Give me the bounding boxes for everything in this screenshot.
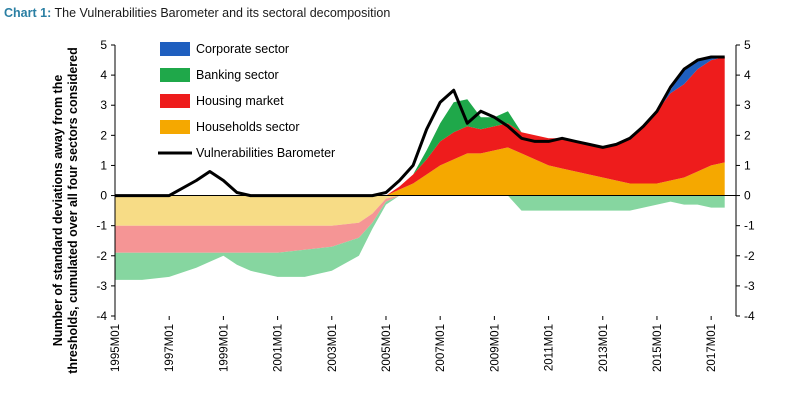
legend-label-corporate-sector: Corporate sector — [196, 42, 289, 56]
y-tick-label-right: 0 — [744, 189, 751, 203]
y-tick-label-left: 5 — [100, 38, 107, 52]
y-tick-label-left: -3 — [96, 279, 107, 293]
y-tick-label-left: -1 — [96, 219, 107, 233]
y-tick-label-right: -2 — [744, 249, 755, 263]
y-tick-label-left: 0 — [100, 189, 107, 203]
x-tick-label: 2013M01 — [598, 324, 610, 372]
y-axis-label-line: Number of standard deviations away from … — [51, 75, 65, 347]
chart-title-text: The Vulnerabilities Barometer and its se… — [54, 6, 391, 20]
legend-swatch-corporate-sector — [160, 42, 190, 56]
x-tick-label: 2007M01 — [435, 324, 447, 372]
y-tick-label-right: 1 — [744, 158, 751, 172]
y-tick-label-right: 4 — [744, 68, 751, 82]
area-households-sector-negative — [115, 195, 725, 226]
x-tick-label: 2005M01 — [381, 324, 393, 372]
line-vulnerabilities-barometer — [115, 55, 725, 198]
x-tick-label: 2011M01 — [544, 324, 556, 371]
area-banking-sector-negative — [115, 195, 725, 280]
legend-label-households-sector: Households sector — [196, 120, 300, 134]
legend-label-banking-sector: Banking sector — [196, 68, 279, 82]
x-tick-label: 1995M01 — [110, 324, 122, 372]
legend-label-vulnerabilities-barometer: Vulnerabilities Barometer — [196, 146, 335, 160]
y-axis-label-line: thresholds, cumulated over all four sect… — [66, 47, 80, 373]
legend-label-housing-market: Housing market — [196, 94, 284, 108]
area-housing-market-negative — [115, 195, 725, 253]
y-tick-label-right: 3 — [744, 98, 751, 112]
y-tick-label-left: 3 — [100, 98, 107, 112]
y-tick-label-left: 1 — [100, 158, 107, 172]
stacked-areas — [115, 55, 725, 280]
x-tick-label: 1997M01 — [164, 324, 176, 372]
legend: Corporate sector Banking sector Housing ma… — [158, 42, 335, 160]
chart-title-prefix: Chart 1: — [4, 6, 52, 20]
y-tick-label-left: -4 — [96, 309, 107, 323]
y-tick-label-right: -3 — [744, 279, 755, 293]
x-tick-label: 2015M01 — [652, 324, 664, 372]
y-tick-label-left: 4 — [100, 68, 107, 82]
y-tick-label-left: 2 — [100, 128, 107, 142]
legend-swatch-households-sector — [160, 120, 190, 134]
y-tick-label-left: -2 — [96, 249, 107, 263]
area-households-sector-positive — [115, 147, 725, 196]
x-tick-label: 2017M01 — [706, 324, 718, 372]
y-tick-label-right: -4 — [744, 309, 755, 323]
y-tick-label-right: 5 — [744, 38, 751, 52]
x-tick-label: 1999M01 — [218, 324, 230, 372]
x-tick-label: 2001M01 — [273, 324, 285, 372]
area-housing-market-positive — [115, 57, 725, 196]
x-tick-label: 2009M01 — [489, 324, 501, 372]
x-tick-label: 2003M01 — [327, 324, 339, 372]
legend-swatch-banking-sector — [160, 68, 190, 82]
y-tick-label-right: -1 — [744, 219, 755, 233]
y-tick-label-right: 2 — [744, 128, 751, 142]
legend-swatch-housing-market — [160, 94, 190, 108]
chart-title: Chart 1: The Vulnerabilities Barometer a… — [4, 6, 390, 20]
